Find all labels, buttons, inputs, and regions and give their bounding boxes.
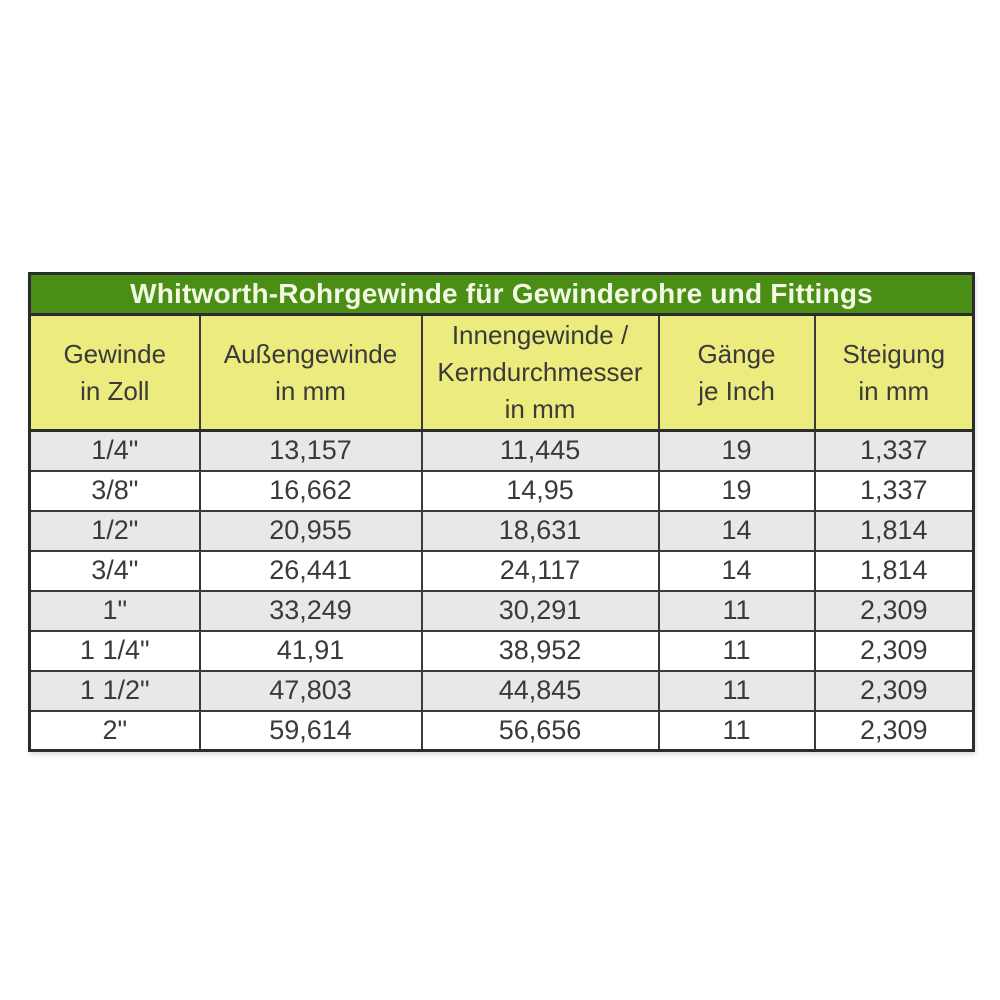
table-cell: 1 1/2" [28, 669, 201, 712]
table-cell: 2,309 [813, 669, 975, 712]
table-cell: 24,117 [420, 549, 660, 592]
table-cell: 14 [657, 509, 816, 552]
table-header-row: Gewinde in Zoll Außengewinde in mm Innen… [28, 313, 975, 432]
table-cell: 1,814 [813, 509, 975, 552]
table-cell: 1/2" [28, 509, 201, 552]
table-cell: 38,952 [420, 629, 660, 672]
table-cell: 33,249 [198, 589, 423, 632]
table-cell: 11 [657, 589, 816, 632]
table-cell: 44,845 [420, 669, 660, 712]
table-title: Whitworth-Rohrgewinde für Gewinderohre u… [28, 272, 975, 316]
table-cell: 1,337 [813, 429, 975, 472]
table-cell: 11,445 [420, 429, 660, 472]
table-cell: 41,91 [198, 629, 423, 672]
table-cell: 18,631 [420, 509, 660, 552]
table-cell: 20,955 [198, 509, 423, 552]
table-row: 1 1/4" 41,91 38,952 11 2,309 [28, 629, 975, 672]
whitworth-thread-table: Whitworth-Rohrgewinde für Gewinderohre u… [28, 272, 976, 752]
table-row: 3/8" 16,662 14,95 19 1,337 [28, 469, 975, 512]
table-row: 1/2" 20,955 18,631 14 1,814 [28, 509, 975, 552]
table-cell: 2,309 [813, 589, 975, 632]
table-cell: 59,614 [198, 709, 423, 752]
table-cell: 2" [28, 709, 201, 752]
header-steigung-mm: Steigung in mm [813, 313, 975, 432]
table-cell: 30,291 [420, 589, 660, 632]
table-cell: 1" [28, 589, 201, 632]
table-cell: 11 [657, 669, 816, 712]
table-row: 1/4" 13,157 11,445 19 1,337 [28, 429, 975, 472]
table-cell: 1 1/4" [28, 629, 201, 672]
table-row: 1" 33,249 30,291 11 2,309 [28, 589, 975, 632]
table-cell: 56,656 [420, 709, 660, 752]
header-gaenge-je-inch: Gänge je Inch [657, 313, 816, 432]
header-aussengewinde-mm: Außengewinde in mm [198, 313, 423, 432]
table-cell: 1,337 [813, 469, 975, 512]
table-cell: 11 [657, 629, 816, 672]
table-row: 2" 59,614 56,656 11 2,309 [28, 709, 975, 752]
table-cell: 14,95 [420, 469, 660, 512]
table-cell: 11 [657, 709, 816, 752]
table-cell: 14 [657, 549, 816, 592]
header-gewinde-in-zoll: Gewinde in Zoll [28, 313, 201, 432]
table-cell: 47,803 [198, 669, 423, 712]
table-title-row: Whitworth-Rohrgewinde für Gewinderohre u… [28, 272, 975, 316]
table-cell: 3/4" [28, 549, 201, 592]
table-cell: 26,441 [198, 549, 423, 592]
table-row: 3/4" 26,441 24,117 14 1,814 [28, 549, 975, 592]
table-cell: 1/4" [28, 429, 201, 472]
table-cell: 19 [657, 429, 816, 472]
table-cell: 13,157 [198, 429, 423, 472]
table-cell: 1,814 [813, 549, 975, 592]
table-cell: 3/8" [28, 469, 201, 512]
table-cell: 2,309 [813, 709, 975, 752]
header-innengewinde-kerndurchmesser-mm: Innengewinde / Kerndurchmesser in mm [420, 313, 660, 432]
table-cell: 16,662 [198, 469, 423, 512]
table-row: 1 1/2" 47,803 44,845 11 2,309 [28, 669, 975, 712]
table-cell: 2,309 [813, 629, 975, 672]
table-cell: 19 [657, 469, 816, 512]
